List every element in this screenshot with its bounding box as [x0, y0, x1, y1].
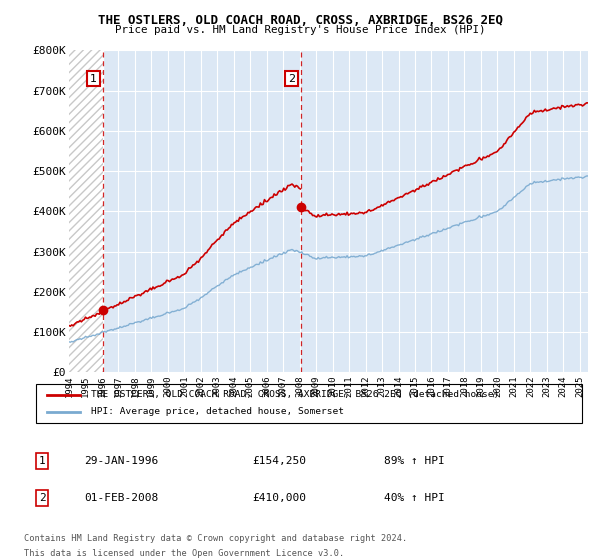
Bar: [69, 50, 103, 372]
Text: 1: 1: [90, 73, 97, 83]
Text: 2: 2: [288, 73, 295, 83]
Text: This data is licensed under the Open Government Licence v3.0.: This data is licensed under the Open Gov…: [24, 549, 344, 558]
Text: THE OSTLERS, OLD COACH ROAD, CROSS, AXBRIDGE, BS26 2EQ: THE OSTLERS, OLD COACH ROAD, CROSS, AXBR…: [97, 14, 503, 27]
Text: Price paid vs. HM Land Registry's House Price Index (HPI): Price paid vs. HM Land Registry's House …: [115, 25, 485, 35]
Text: 1: 1: [38, 456, 46, 466]
Text: 89% ↑ HPI: 89% ↑ HPI: [384, 456, 445, 466]
Bar: [69, 50, 103, 372]
Text: 40% ↑ HPI: 40% ↑ HPI: [384, 493, 445, 503]
Text: £410,000: £410,000: [252, 493, 306, 503]
Text: 01-FEB-2008: 01-FEB-2008: [84, 493, 158, 503]
Text: 29-JAN-1996: 29-JAN-1996: [84, 456, 158, 466]
Text: £154,250: £154,250: [252, 456, 306, 466]
Text: 2: 2: [38, 493, 46, 503]
Text: THE OSTLERS, OLD COACH ROAD, CROSS, AXBRIDGE, BS26 2EQ (detached house): THE OSTLERS, OLD COACH ROAD, CROSS, AXBR…: [91, 390, 499, 399]
Text: HPI: Average price, detached house, Somerset: HPI: Average price, detached house, Some…: [91, 407, 344, 416]
Text: Contains HM Land Registry data © Crown copyright and database right 2024.: Contains HM Land Registry data © Crown c…: [24, 534, 407, 543]
